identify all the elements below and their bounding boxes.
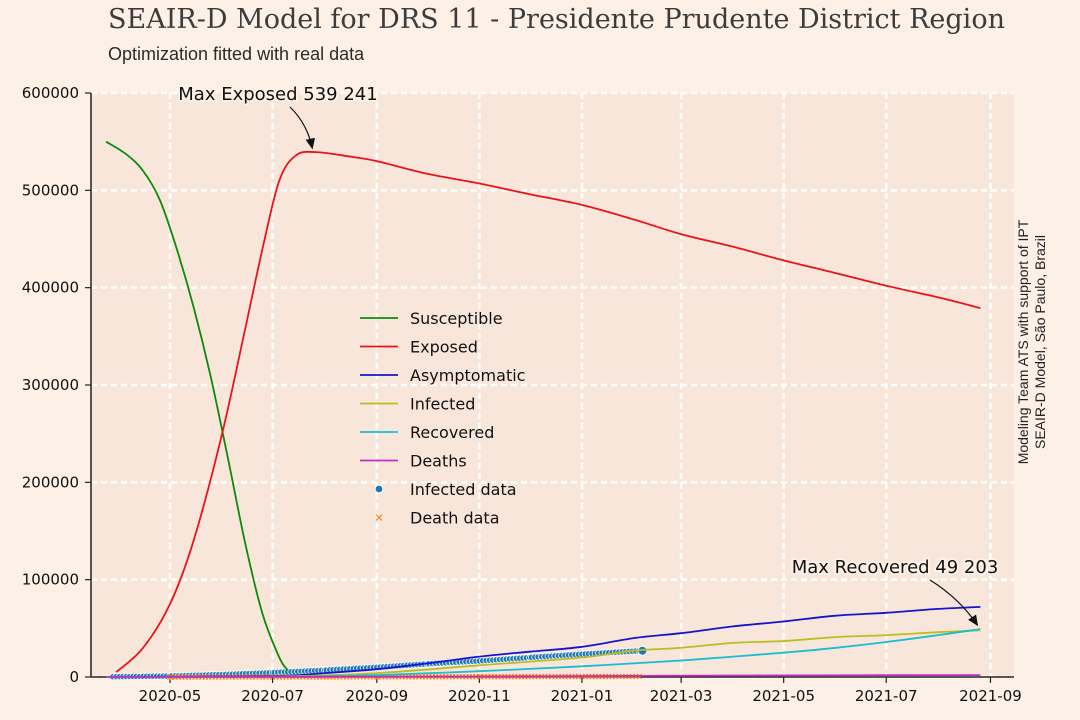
annotation-label: Max Recovered 49 203: [792, 557, 999, 578]
legend-label-exposed: Exposed: [410, 338, 478, 357]
y-tick-label: 0: [69, 668, 79, 686]
y-tick-label: 400000: [22, 279, 79, 297]
annotation-label: Max Exposed 539 241: [178, 84, 377, 105]
x-tick-label: 2020-07: [241, 687, 304, 705]
legend-swatch-death-data: [375, 514, 383, 521]
legend-label-infected: Infected: [410, 395, 475, 414]
legend: Susceptible Exposed Asymptomatic Infected Re…: [360, 309, 525, 528]
legend-label-asymptomatic: Asymptomatic: [410, 366, 525, 385]
legend-label-recovered: Recovered: [410, 423, 494, 442]
y-tick-label: 200000: [22, 473, 79, 491]
annotations: Max Exposed 539 241 Max Recovered 49 203: [176, 82, 1000, 627]
legend-label-susceptible: Susceptible: [410, 309, 503, 328]
chart-subtitle: Optimization fitted with real data: [108, 44, 365, 64]
grid-lines: [91, 91, 1014, 679]
exposed-line: [115, 150, 981, 673]
x-tick-label: 2020-05: [139, 687, 202, 705]
y-tick-label: 500000: [22, 181, 79, 199]
axes: 0 100000 200000 300000 400000 500000 600000 202…: [22, 84, 1022, 705]
series-lines: [105, 140, 981, 681]
x-tick-label: 2021-03: [650, 687, 713, 705]
chart-title: SEAIR-D Model for DRS 11 - Presidente Pr…: [108, 4, 1005, 35]
y-tick-label: 600000: [22, 84, 79, 102]
asymptomatic-line: [106, 606, 981, 678]
x-tick-label: 2021-01: [551, 687, 614, 705]
x-tick-label: 2021-07: [855, 687, 918, 705]
legend-label-infected-data: Infected data: [410, 480, 517, 499]
x-tick-label: 2021-05: [752, 687, 815, 705]
infected-line: [106, 629, 981, 678]
y-tick-label: 300000: [22, 376, 79, 394]
susceptible-line: [105, 140, 289, 671]
legend-swatch-infected-data: [374, 484, 384, 494]
deaths-line: [106, 674, 981, 678]
x-tick-label: 2020-11: [448, 687, 511, 705]
legend-label-death-data: Death data: [410, 509, 500, 528]
x-tick-label: 2021-09: [959, 687, 1022, 705]
annotation-arrow: [289, 106, 316, 150]
annotation-arrow: [929, 579, 979, 627]
y-tick-label: 100000: [22, 571, 79, 589]
legend-label-deaths: Deaths: [410, 452, 467, 471]
x-tick-label: 2020-09: [345, 687, 408, 705]
